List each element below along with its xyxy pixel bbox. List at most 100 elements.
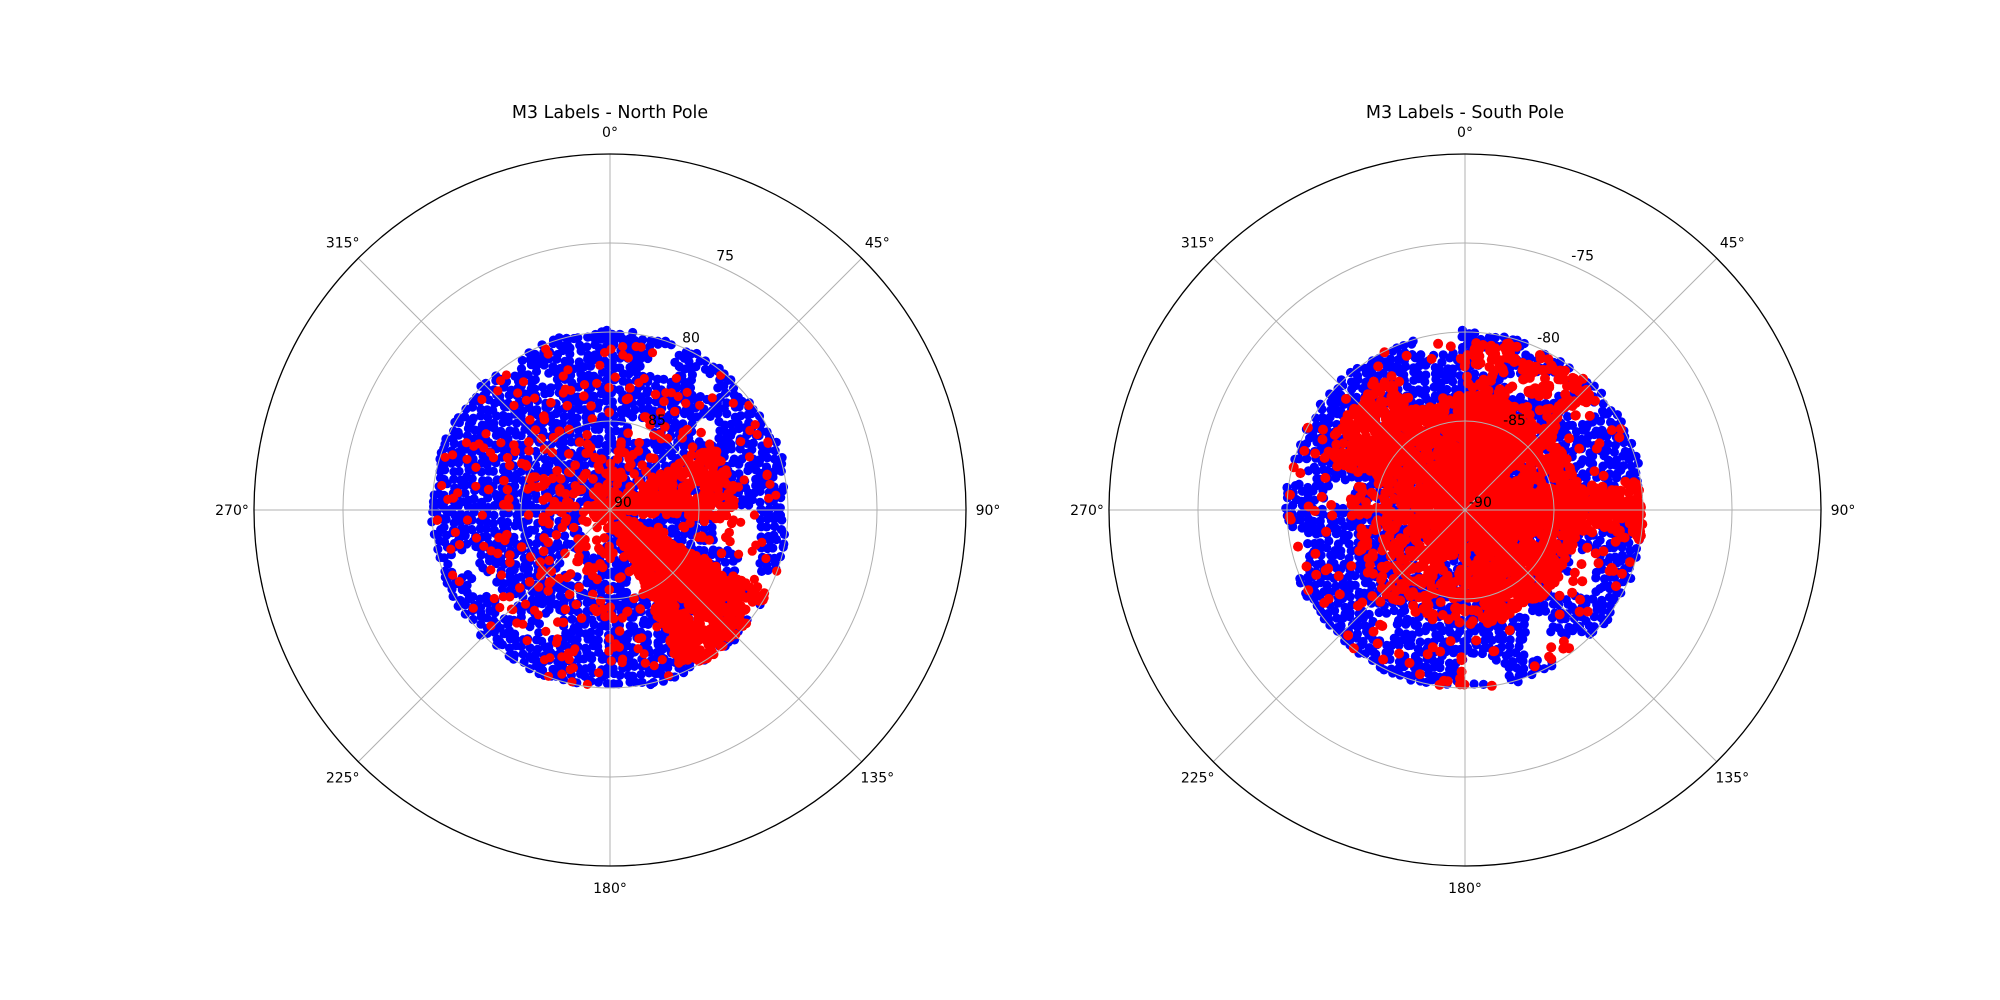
blue-point <box>534 619 545 629</box>
red-point <box>613 446 624 457</box>
red-point <box>632 524 642 534</box>
red-point <box>582 679 593 690</box>
blue-point <box>651 397 661 407</box>
red-point <box>477 510 487 520</box>
red-point <box>592 522 602 533</box>
red-point <box>541 626 551 637</box>
red-point <box>481 429 491 439</box>
red-point <box>716 370 726 380</box>
blue-point <box>726 444 737 454</box>
red-point <box>595 360 605 370</box>
blue-point <box>489 510 499 520</box>
blue-point <box>593 439 603 449</box>
blue-point <box>576 346 586 356</box>
south-pole-chart: M3 Labels - South Pole 0°45°90°135°180°2… <box>1070 103 1855 897</box>
red-point <box>580 470 590 480</box>
red-point <box>725 536 735 547</box>
blue-point <box>1595 416 1606 426</box>
blue-point <box>734 459 744 469</box>
red-point <box>645 487 656 497</box>
north-pole-chart: M3 Labels - North Pole 0°45°90°135°180°2… <box>215 103 1000 897</box>
red-point <box>557 652 567 662</box>
red-point <box>612 479 622 489</box>
theta-tick-label: 45° <box>865 236 890 252</box>
red-point <box>583 500 593 511</box>
blue-point <box>726 419 736 429</box>
red-point <box>539 533 549 543</box>
red-point <box>462 515 473 525</box>
blue-point <box>460 488 470 498</box>
red-point <box>505 550 515 560</box>
red-point <box>539 444 550 454</box>
theta-tick-label: 0° <box>602 125 618 141</box>
blue-point <box>1576 459 1586 469</box>
red-point <box>652 478 662 488</box>
red-point <box>586 401 596 411</box>
blue-point <box>565 356 575 366</box>
red-point <box>678 521 688 532</box>
blue-point <box>579 654 589 664</box>
red-point <box>696 427 706 438</box>
red-point <box>594 668 604 678</box>
red-point <box>616 467 626 478</box>
red-point <box>454 576 464 587</box>
red-point <box>533 610 544 620</box>
blue-point <box>453 501 463 511</box>
blue-point <box>580 460 590 471</box>
red-point <box>523 437 534 447</box>
red-point <box>509 400 519 411</box>
theta-tick-label: 270° <box>215 503 249 519</box>
blue-point <box>636 669 646 680</box>
red-point <box>576 484 587 495</box>
red-point <box>509 440 519 450</box>
red-point <box>650 389 661 400</box>
red-point <box>520 599 531 609</box>
red-point <box>771 490 781 500</box>
blue-point <box>643 396 653 406</box>
blue-point <box>769 454 780 464</box>
blue-point <box>503 416 514 427</box>
red-point <box>604 584 615 595</box>
red-point <box>454 540 465 550</box>
red-point <box>677 472 687 482</box>
red-point <box>710 590 721 600</box>
red-point <box>593 461 604 471</box>
r-tick-label: 90 <box>614 495 632 511</box>
red-point <box>524 577 535 587</box>
red-point <box>707 393 717 403</box>
red-point <box>728 398 738 408</box>
red-point <box>498 592 508 602</box>
r-tick-label: 80 <box>682 331 700 347</box>
red-point <box>761 553 771 564</box>
red-point <box>640 658 650 668</box>
red-point <box>622 607 632 617</box>
red-point <box>591 606 602 617</box>
red-point <box>723 612 733 622</box>
r-tick-label: 75 <box>716 248 734 264</box>
blue-point <box>726 430 736 441</box>
red-point <box>566 385 576 395</box>
red-point <box>521 395 532 405</box>
red-point <box>530 393 540 403</box>
blue-point <box>439 522 449 532</box>
blue-point <box>616 416 627 426</box>
blue-point <box>481 524 492 534</box>
blue-point <box>504 390 514 400</box>
red-point <box>595 545 606 556</box>
blue-point <box>449 439 459 449</box>
red-point <box>606 610 616 621</box>
red-point <box>721 582 731 592</box>
red-point <box>652 622 662 632</box>
blue-point <box>483 412 493 422</box>
red-point <box>618 350 628 360</box>
blue-point <box>763 565 773 576</box>
red-point <box>636 342 646 352</box>
grid-lines <box>254 154 966 866</box>
red-point <box>530 425 541 435</box>
red-point <box>695 400 705 410</box>
blue-point <box>537 599 547 609</box>
red-point <box>502 484 513 495</box>
blue-point <box>602 446 612 456</box>
blue-point <box>511 418 522 428</box>
blue-point <box>551 367 561 377</box>
